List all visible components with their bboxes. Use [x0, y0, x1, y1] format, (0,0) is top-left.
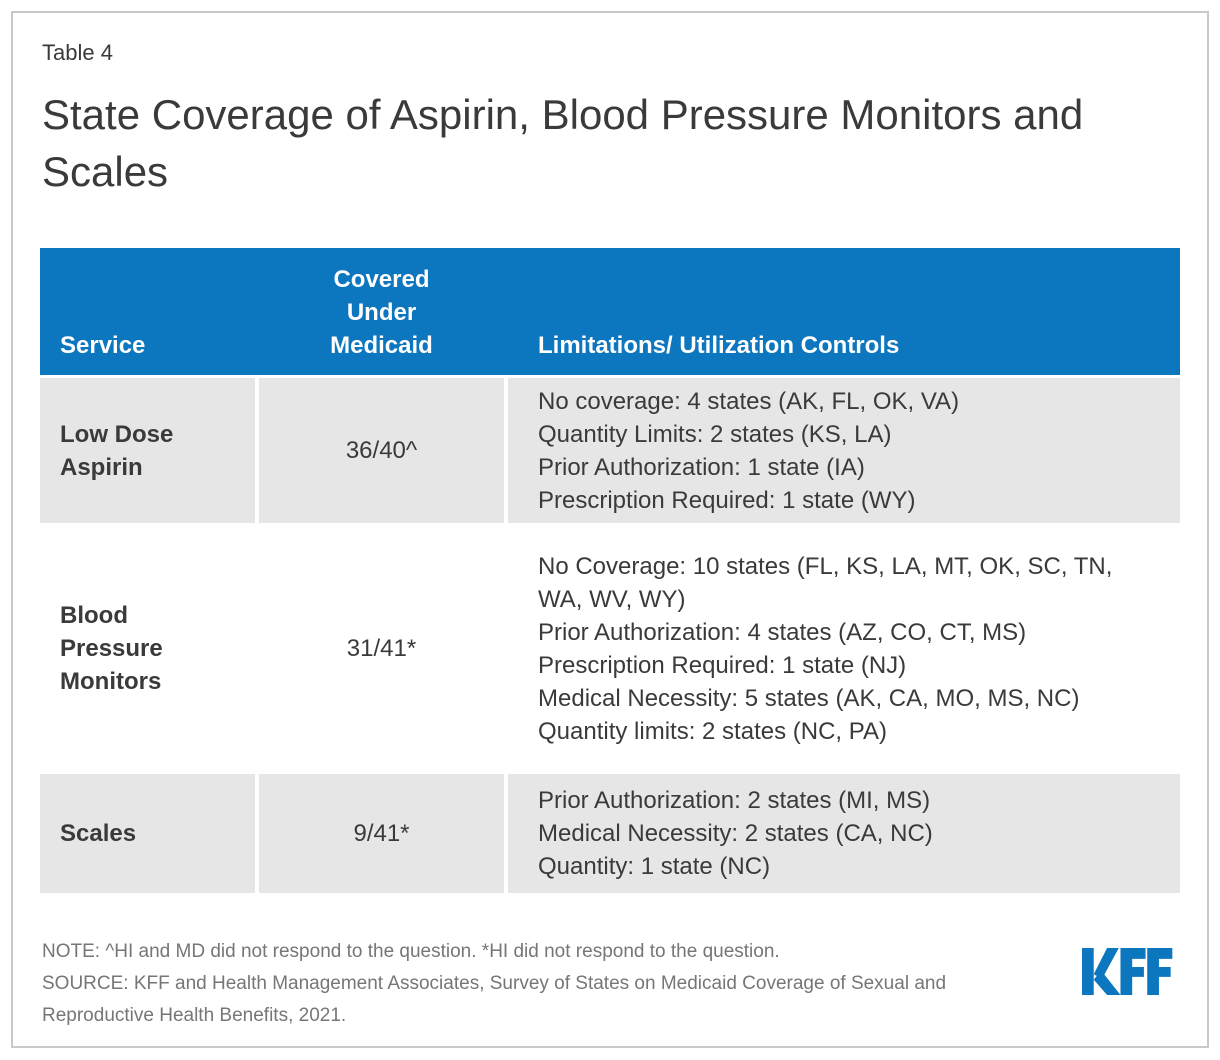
limitations-cell-blood-pressure-monitors: No Coverage: 10 states (FL, KS, LA, MT, …	[508, 527, 1180, 770]
limitation-line: Quantity Limits: 2 states (KS, LA)	[538, 420, 892, 448]
limitation-line: Quantity limits: 2 states (NC, PA)	[538, 717, 887, 745]
note-text: NOTE: ^HI and MD did not respond to the …	[42, 941, 780, 962]
column-header-covered-under-medicaid: Covered Under Medicaid	[330, 266, 433, 359]
table-body: Low Dose Aspirin 36/40^ No coverage: 4 s…	[40, 378, 1180, 893]
table-number-label: Table 4	[42, 40, 113, 65]
limitation-line: Prior Authorization: 4 states (AZ, CO, C…	[538, 618, 1027, 646]
limitation-line: Medical Necessity: 2 states (CA, NC)	[538, 820, 933, 847]
coverage-table: Service Covered Under Medicaid Limitatio…	[40, 248, 1180, 893]
column-header-limitations: Limitations/ Utilization Controls	[538, 332, 900, 359]
service-name: Low Dose Aspirin	[60, 420, 174, 481]
limitation-line: Prescription Required: 1 state (WY)	[538, 486, 916, 514]
service-cell-low-dose-aspirin: Low Dose Aspirin	[40, 378, 255, 523]
limitation-line: No coverage: 4 states (AK, FL, OK, VA)	[538, 387, 960, 415]
limitation-line: Prescription Required: 1 state (NJ)	[538, 651, 907, 679]
covered-value: 36/40^	[345, 436, 418, 464]
limitation-line: Medical Necessity: 5 states (AK, CA, MO,…	[538, 684, 1080, 712]
service-name: Scales	[60, 820, 137, 847]
kff-logo-icon	[1082, 948, 1174, 995]
covered-value: 31/41*	[346, 634, 417, 662]
covered-cell-low-dose-aspirin: 36/40^	[259, 378, 504, 523]
limitations-cell-low-dose-aspirin: No coverage: 4 states (AK, FL, OK, VA) Q…	[508, 378, 1180, 523]
service-cell-blood-pressure-monitors: Blood Pressure Monitors	[40, 527, 255, 770]
table-header-row: Service Covered Under Medicaid Limitatio…	[40, 248, 1180, 375]
source-text: SOURCE: KFF and Health Management Associ…	[42, 973, 947, 1026]
limitation-line: Quantity: 1 state (NC)	[538, 853, 771, 880]
service-name: Blood Pressure Monitors	[60, 602, 163, 695]
limitation-line: Prior Authorization: 1 state (IA)	[538, 453, 865, 481]
page-title: State Coverage of Aspirin, Blood Pressur…	[42, 91, 1084, 195]
covered-cell-blood-pressure-monitors: 31/41*	[259, 527, 504, 770]
footer-notes: NOTE: ^HI and MD did not respond to the …	[42, 936, 1062, 1032]
covered-cell-scales: 9/41*	[259, 774, 504, 893]
column-header-service: Service	[60, 332, 146, 359]
service-cell-scales: Scales	[40, 774, 255, 893]
limitations-cell-scales: Prior Authorization: 2 states (MI, MS) M…	[508, 774, 1180, 893]
covered-value: 9/41*	[353, 819, 410, 847]
limitation-line: Prior Authorization: 2 states (MI, MS)	[538, 787, 931, 814]
limitation-line: No Coverage: 10 states (FL, KS, LA, MT, …	[538, 552, 1113, 613]
